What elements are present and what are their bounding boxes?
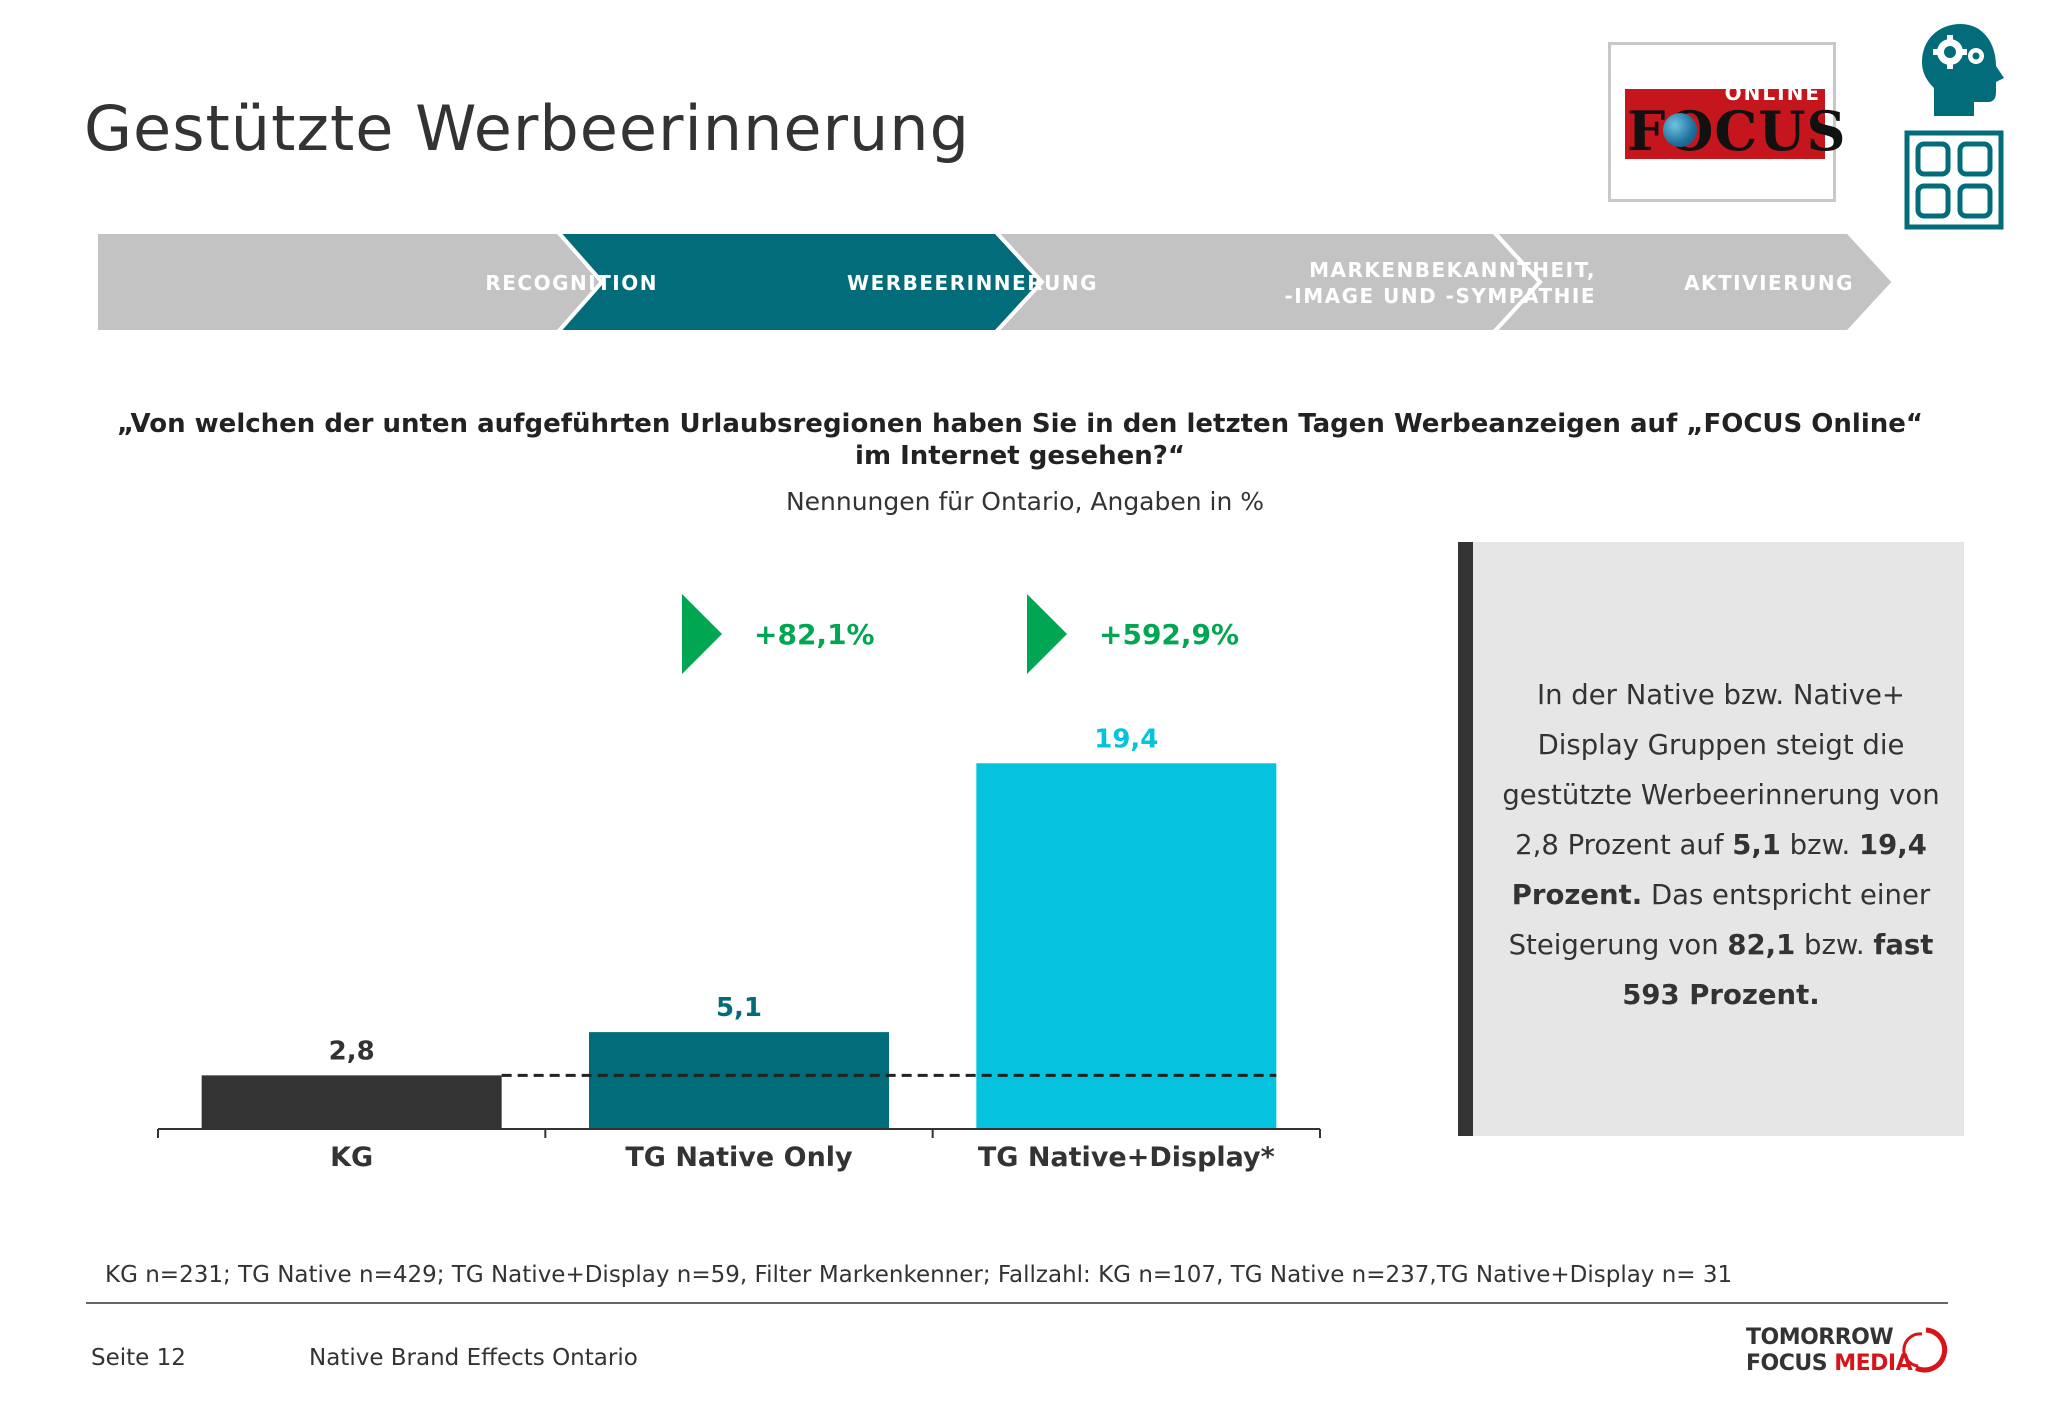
category-label: TG Native+Display* <box>978 1142 1275 1173</box>
chart-subtitle: Nennungen für Ontario, Angaben in % <box>785 487 1265 516</box>
process-arrow-bar: RECOGNITION WERBEERINNERUNG MARKENBEKANN… <box>96 228 1906 336</box>
info-text-span: bzw. <box>1795 929 1874 961</box>
uplift-label: +592,9% <box>1099 618 1239 651</box>
uplift-arrow-icon <box>682 594 722 674</box>
info-text-span: bzw. <box>1780 829 1860 861</box>
footer-divider <box>86 1302 1948 1304</box>
step-label-aktivierung: AKTIVIERUNG <box>1684 271 1854 295</box>
category-label: KG <box>330 1142 373 1173</box>
survey-question: „Von welchen der unten aufgeführten Urla… <box>100 408 1940 472</box>
info-text-span: Steigerung von <box>1508 929 1728 961</box>
info-text-span: Das entspricht einer <box>1642 879 1931 911</box>
focus-online-logo: ONLINE FOCUS <box>1608 42 1845 202</box>
bar-value-label: 19,4 <box>1094 724 1158 754</box>
info-line: In der Native bzw. Native+ <box>1537 679 1905 711</box>
document-title: Native Brand Effects Ontario <box>309 1345 638 1371</box>
layout-grid-icon <box>1904 130 2004 230</box>
info-line: 593 Prozent. <box>1490 970 1952 1020</box>
logo-focus-text: FOCUS <box>1627 99 1847 163</box>
process-step-aktivierung <box>1489 230 1897 334</box>
bar-3 <box>976 763 1277 1128</box>
bar-value-label: 5,1 <box>716 993 762 1023</box>
info-box <box>1458 542 1964 1136</box>
brand-logo-line2: FOCUS MEDIA <box>1746 1351 1913 1376</box>
bar-1 <box>201 1075 502 1128</box>
info-text-bold: 593 Prozent. <box>1622 979 1820 1011</box>
page-number: Seite 12 <box>91 1345 186 1371</box>
uplift-arrow-icon <box>1027 594 1067 674</box>
info-text-bold: 82,1 <box>1727 929 1796 961</box>
info-text-bold: 19,4 <box>1859 829 1927 861</box>
brand-media-text: MEDIA <box>1834 1351 1913 1376</box>
info-line: Display Gruppen steigt die <box>1537 729 1905 761</box>
info-line: Steigerung von 82,1 bzw. fast <box>1490 920 1952 970</box>
info-box-text: In der Native bzw. Native+ Display Grupp… <box>1490 670 1952 1020</box>
page-title: Gestützte Werbeerinnerung <box>84 92 970 165</box>
info-text-bold: Prozent. <box>1511 879 1643 911</box>
globe-icon <box>1663 113 1697 147</box>
step-label-markenbekanntheit-2: -IMAGE UND -SYMPATHIE <box>1284 284 1596 308</box>
info-line: gestützte Werbeerinnerung von <box>1502 779 1940 811</box>
info-line: Prozent. Das entspricht einer <box>1490 870 1952 920</box>
step-label-werbeerinnerung: WERBEERINNERUNG <box>847 271 1098 295</box>
brand-logo-line1: TOMORROW <box>1746 1325 1894 1350</box>
info-line: 2,8 Prozent auf 5,1 bzw. 19,4 <box>1490 820 1952 870</box>
footnote: KG n=231; TG Native n=429; TG Native+Dis… <box>105 1262 1733 1288</box>
question-line-2: im Internet gesehen?“ <box>855 441 1185 471</box>
info-text-bold: 5,1 <box>1732 829 1781 861</box>
category-label: TG Native Only <box>625 1142 853 1173</box>
question-line-1: „Von welchen der unten aufgeführten Urla… <box>117 409 1923 439</box>
uplift-label: +82,1% <box>754 618 875 651</box>
logo-online-text: ONLINE <box>1724 81 1821 105</box>
brand-focus-text: FOCUS <box>1746 1351 1835 1376</box>
step-label-recognition: RECOGNITION <box>485 271 658 295</box>
info-text-bold: fast <box>1873 929 1934 961</box>
info-box-accent-bar <box>1458 542 1473 1136</box>
logo-red-band <box>1625 89 1825 159</box>
brand-ring-icon <box>1902 1327 1948 1373</box>
bar-value-label: 2,8 <box>329 1036 375 1066</box>
step-label-markenbekanntheit-1: MARKENBEKANNTHEIT, <box>1309 258 1596 282</box>
info-text-span: 2,8 Prozent auf <box>1515 829 1733 861</box>
head-gears-icon <box>1922 24 2004 116</box>
bar-chart: 2,8 KG 5,1 TG Native Only 19,4 TG Native+Disp… <box>157 594 1321 1173</box>
bar-2 <box>589 1032 889 1128</box>
